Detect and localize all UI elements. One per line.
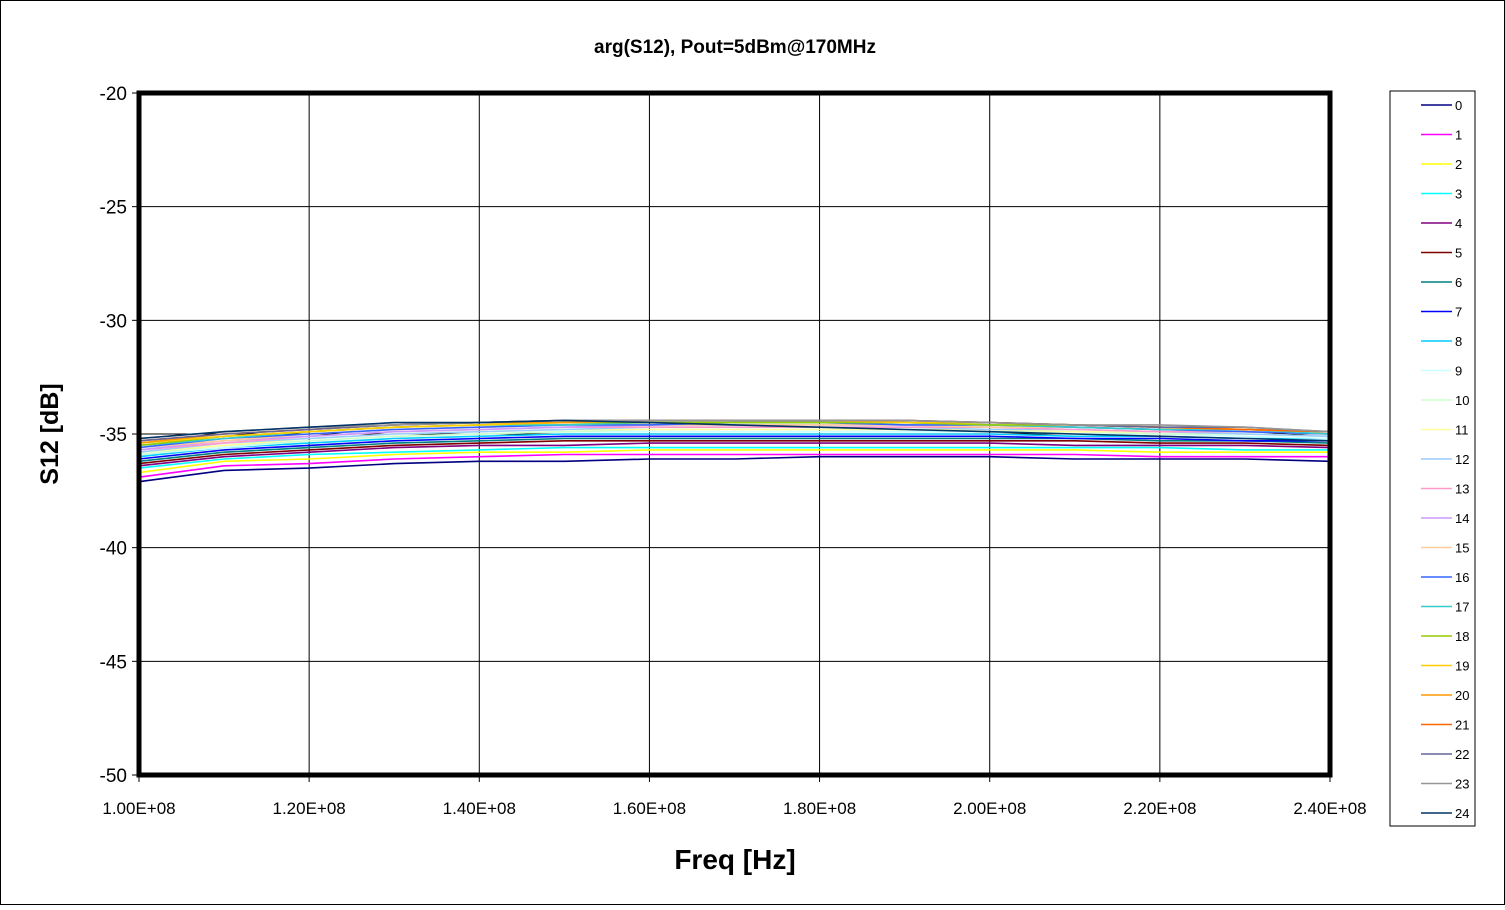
legend-label-19: 19 xyxy=(1455,659,1469,674)
x-tick-label: 2.40E+08 xyxy=(1293,799,1366,818)
legend-label-24: 24 xyxy=(1455,806,1469,821)
series-line-4 xyxy=(138,442,1331,467)
chart-title: arg(S12), Pout=5dBm@170MHz xyxy=(594,37,876,58)
legend-label-8: 8 xyxy=(1455,334,1462,349)
legend-label-1: 1 xyxy=(1455,128,1462,143)
series-line-7 xyxy=(138,435,1330,460)
x-axis-label: Freq [Hz] xyxy=(674,844,795,875)
legend-label-18: 18 xyxy=(1455,629,1469,644)
legend-label-12: 12 xyxy=(1455,452,1469,467)
y-tick-label: -35 xyxy=(100,425,127,446)
tick-layer: -20 -25 -30 -35 -40 -45 -50 1.00E+08 1.20E+08 1.4… xyxy=(100,84,1367,818)
legend-label-14: 14 xyxy=(1455,511,1469,526)
series-line-6 xyxy=(138,437,1331,463)
series-line-0 xyxy=(138,455,1331,483)
y-tick-label: -25 xyxy=(100,198,127,219)
y-tick-label: -20 xyxy=(100,84,127,105)
series-line-1 xyxy=(138,453,1330,478)
y-tick-label: -40 xyxy=(100,539,127,560)
legend-label-6: 6 xyxy=(1455,275,1462,290)
legend-label-16: 16 xyxy=(1455,570,1469,585)
x-tick-label: 2.00E+08 xyxy=(953,799,1026,818)
x-tick-label: 1.80E+08 xyxy=(783,799,856,818)
legend-label-11: 11 xyxy=(1455,423,1469,438)
series-line-24 xyxy=(138,419,1331,442)
legend-label-10: 10 xyxy=(1455,393,1469,408)
y-tick-label: -45 xyxy=(100,652,127,673)
x-tick-label: 1.00E+08 xyxy=(102,799,175,818)
legend-label-5: 5 xyxy=(1455,246,1462,261)
series-line-3 xyxy=(138,446,1330,469)
legend-label-9: 9 xyxy=(1455,364,1462,379)
legend-label-7: 7 xyxy=(1455,305,1462,320)
legend-label-0: 0 xyxy=(1455,98,1462,113)
x-tick-label: 1.40E+08 xyxy=(443,799,516,818)
y-tick-label: -30 xyxy=(100,311,127,332)
x-tick-label: 1.60E+08 xyxy=(613,799,686,818)
legend-label-22: 22 xyxy=(1455,747,1469,762)
legend-label-3: 3 xyxy=(1455,187,1462,202)
x-tick-label: 1.20E+08 xyxy=(273,799,346,818)
y-tick-label: -50 xyxy=(100,766,127,787)
y-axis-label: S12 [dB] xyxy=(36,383,64,484)
legend-label-13: 13 xyxy=(1455,482,1469,497)
series-line-2 xyxy=(138,449,1330,474)
legend-label-4: 4 xyxy=(1455,216,1462,231)
legend-label-15: 15 xyxy=(1455,541,1469,556)
legend-label-20: 20 xyxy=(1455,688,1469,703)
series-layer xyxy=(138,419,1331,483)
legend-label-21: 21 xyxy=(1455,718,1469,733)
legend-label-2: 2 xyxy=(1455,157,1462,172)
series-line-5 xyxy=(138,439,1331,465)
legend-label-17: 17 xyxy=(1455,600,1469,615)
legend-label-23: 23 xyxy=(1455,777,1469,792)
x-tick-label: 2.20E+08 xyxy=(1123,799,1196,818)
